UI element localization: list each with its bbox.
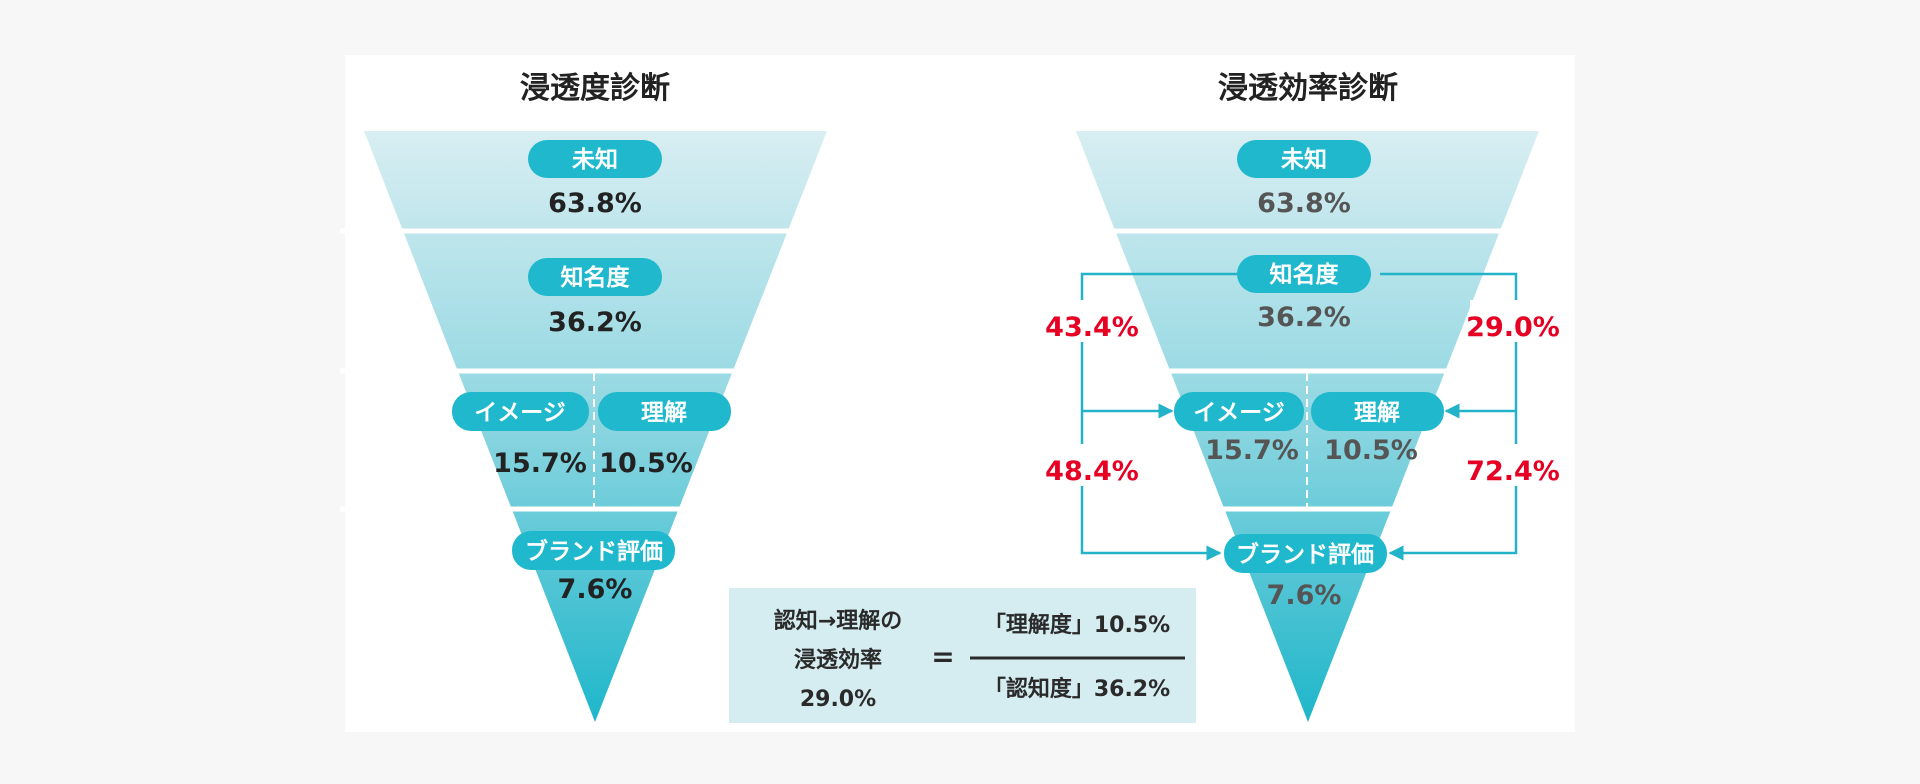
left-funnel: 浸透度診断 未知 63.8% 知名度 36.2% イメージ 理解 15.7% 1…: [340, 71, 850, 722]
right-title: 浸透効率診断: [1218, 71, 1398, 106]
pill-understanding: [598, 392, 731, 431]
rate-understanding-to-brand: 72.4%: [1466, 456, 1560, 487]
formula-numerator: 「理解度」10.5%: [984, 612, 1170, 638]
value-unknown: 63.8%: [548, 188, 642, 219]
funnel-shape: [364, 131, 827, 722]
conversion-brackets: [1080, 272, 1518, 561]
formula-denominator: 「認知度」36.2%: [984, 676, 1170, 702]
pill-label: 未知: [1281, 146, 1327, 173]
equals-sign: =: [931, 640, 954, 673]
pill-brand: [512, 531, 675, 570]
value-brand: 7.6%: [1267, 580, 1342, 611]
left-title: 浸透度診断: [520, 71, 670, 106]
value-unknown: 63.8%: [1257, 188, 1351, 219]
pill-awareness: [528, 258, 662, 296]
pill-awareness: [1237, 255, 1371, 293]
value-awareness: 36.2%: [548, 307, 642, 338]
pill-brand: [1224, 534, 1387, 573]
pill-image: [1174, 392, 1304, 431]
pill-label: 知名度: [561, 264, 631, 291]
rate-image-to-brand: 48.4%: [1045, 456, 1139, 487]
pill-label: 知名度: [1270, 261, 1340, 288]
pill-unknown: [1237, 140, 1371, 178]
formula-lhs-line2: 浸透効率: [794, 647, 882, 673]
formula-lhs-line1: 認知→理解の: [774, 608, 902, 634]
right-funnel: 浸透効率診断 43.4% 29.0% 48.4% 72.4% 未知 63.8% …: [1040, 71, 1565, 722]
pill-unknown: [528, 140, 662, 178]
pill-label: 未知: [572, 146, 618, 173]
pill-label: 理解: [1354, 399, 1400, 426]
value-image: 15.7%: [493, 448, 587, 479]
rate-awareness-to-image: 43.4%: [1045, 312, 1139, 343]
rate-awareness-to-understanding: 29.0%: [1466, 312, 1560, 343]
pill-label: イメージ: [474, 400, 566, 426]
pill-image: [452, 392, 589, 431]
value-understanding: 10.5%: [1324, 435, 1418, 466]
pill-label: 理解: [641, 399, 687, 426]
value-image: 15.7%: [1205, 435, 1299, 466]
pill-label: イメージ: [1193, 400, 1285, 426]
pill-label: ブランド評価: [525, 538, 663, 565]
formula-lhs-value: 29.0%: [800, 687, 876, 712]
value-understanding: 10.5%: [599, 448, 693, 479]
formula-box: 認知→理解の 浸透効率 29.0% = 「理解度」10.5% 「認知度」36.2…: [729, 588, 1196, 723]
value-brand: 7.6%: [558, 574, 633, 605]
value-awareness: 36.2%: [1257, 302, 1351, 333]
pill-label: ブランド評価: [1236, 541, 1374, 568]
pill-understanding: [1311, 392, 1444, 431]
